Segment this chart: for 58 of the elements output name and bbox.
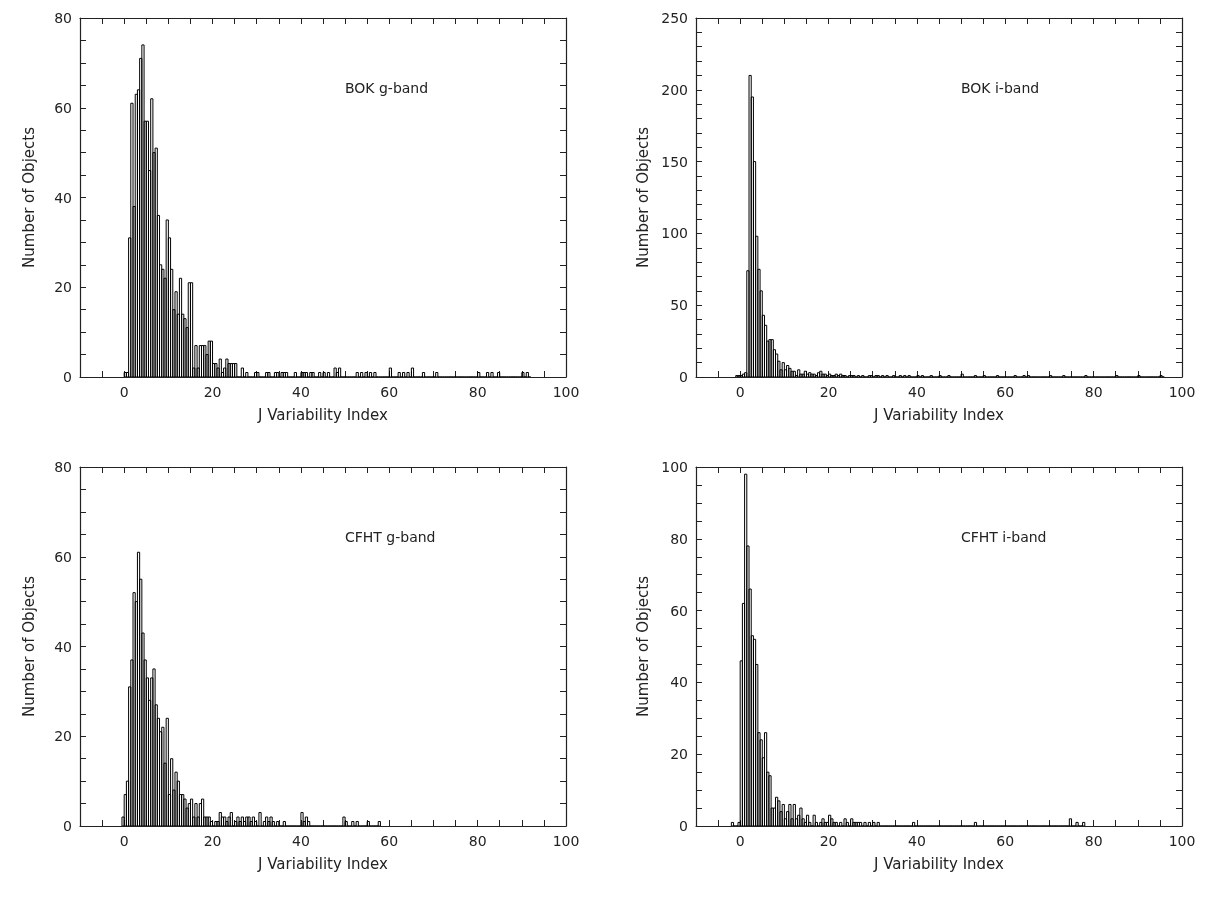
x-tick-label: 100: [552, 384, 580, 400]
y-tick-label: 20: [54, 279, 72, 296]
y-tick-label: 60: [670, 602, 688, 619]
x-tick-label: 60: [996, 833, 1015, 849]
y-tick-label: 0: [63, 818, 72, 834]
y-tick-label: 20: [54, 728, 72, 745]
x-tick-label: 80: [1084, 833, 1103, 849]
y-tick-label: 0: [63, 369, 72, 385]
y-axis-title: Number of Objects: [19, 575, 38, 717]
y-tick-label: 60: [54, 99, 72, 116]
x-tick-label: 80: [468, 384, 487, 400]
y-axis-title: Number of Objects: [19, 126, 38, 268]
x-tick-label: 0: [119, 833, 129, 849]
y-tick-label: 40: [670, 674, 688, 691]
x-tick-label: 40: [292, 833, 310, 849]
x-tick-label: 80: [468, 833, 487, 849]
y-tick-label: 0: [679, 818, 688, 834]
x-tick-label: 20: [203, 384, 222, 400]
x-tick-label: 0: [119, 384, 129, 400]
x-tick-label: 0: [735, 833, 745, 849]
x-axis-title: J Variability Index: [257, 405, 389, 424]
y-tick-label: 80: [670, 530, 688, 547]
x-tick-label: 100: [552, 833, 580, 849]
annotation: CFHT i-band: [960, 528, 1047, 545]
x-tick-label: 20: [819, 833, 838, 849]
x-tick-label: 60: [380, 833, 399, 849]
y-tick-label: 80: [54, 10, 72, 26]
y-tick-label: 200: [661, 81, 688, 98]
x-tick-label: 20: [203, 833, 222, 849]
x-tick-label: 60: [996, 384, 1015, 400]
annotation: BOK i-band: [960, 79, 1040, 96]
y-tick-label: 20: [670, 746, 688, 763]
y-tick-label: 40: [54, 189, 72, 206]
y-tick-label: 0: [679, 369, 688, 385]
x-tick-label: 40: [292, 384, 310, 400]
y-tick-label: 250: [661, 10, 688, 26]
x-tick-label: 20: [819, 384, 838, 400]
y-tick-label: 50: [670, 297, 688, 314]
y-tick-label: 60: [54, 548, 72, 565]
x-tick-label: 80: [1084, 384, 1103, 400]
y-tick-label: 150: [661, 153, 688, 170]
x-axis-title: J Variability Index: [873, 854, 1005, 873]
x-tick-label: 100: [1168, 833, 1196, 849]
y-tick-label: 40: [54, 638, 72, 655]
annotation: BOK g-band: [344, 79, 429, 96]
y-axis-title: Number of Objects: [633, 575, 652, 717]
y-axis-title: Number of Objects: [633, 126, 652, 268]
x-tick-label: 40: [907, 833, 926, 849]
x-tick-label: 60: [380, 384, 399, 400]
x-tick-label: 100: [1168, 384, 1196, 400]
annotation: CFHT g-band: [344, 528, 436, 545]
x-axis-title: J Variability Index: [257, 854, 389, 873]
y-tick-label: 80: [54, 459, 72, 475]
x-tick-label: 0: [735, 384, 745, 400]
y-tick-label: 100: [661, 459, 688, 475]
y-tick-label: 100: [661, 225, 688, 242]
x-axis-title: J Variability Index: [873, 405, 1005, 424]
x-tick-label: 40: [907, 384, 926, 400]
